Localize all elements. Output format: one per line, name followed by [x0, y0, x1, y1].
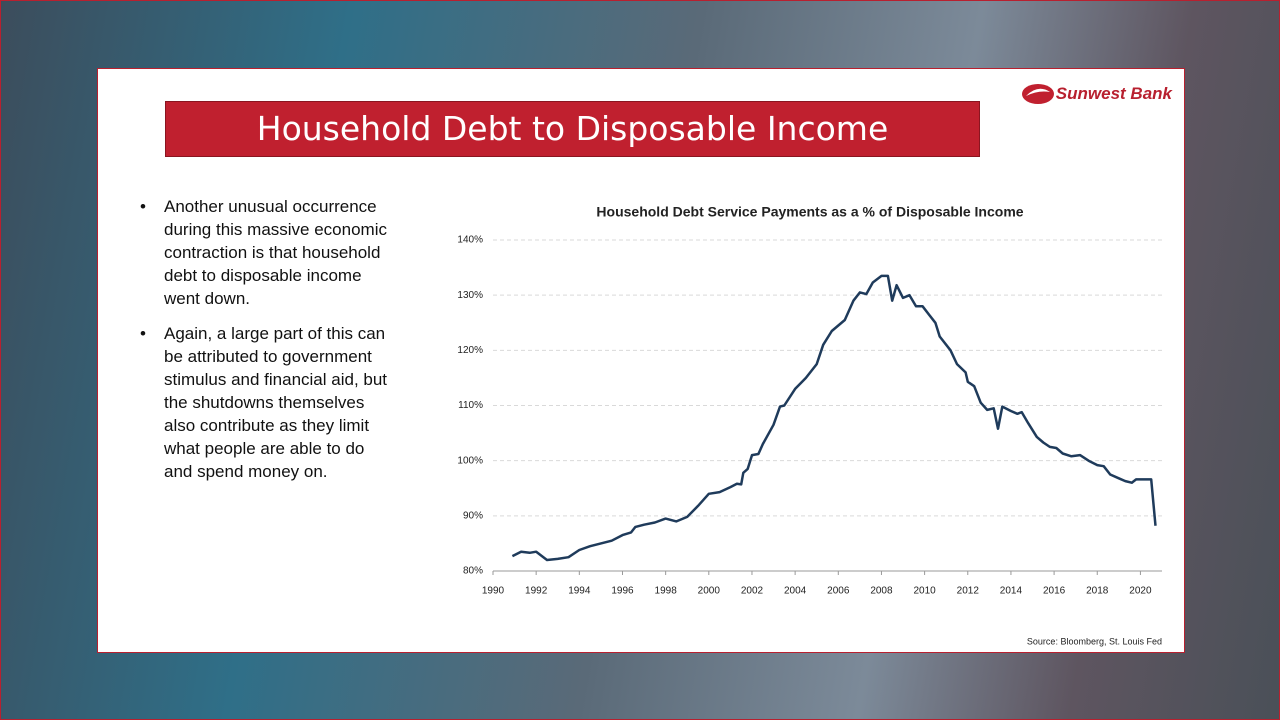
source-note: Source: Bloomberg, St. Louis Fed: [1027, 636, 1162, 646]
bullet-list: Another unusual occurrence during this m…: [138, 195, 388, 495]
chart: Household Debt Service Payments as a % o…: [457, 204, 1162, 646]
data-line: [511, 274, 1157, 562]
x-tick-label: 1990: [482, 586, 505, 597]
x-tick-label: 2016: [1043, 586, 1066, 597]
logo-text: Sunwest Bank: [1055, 84, 1172, 103]
chart-title: Household Debt Service Payments as a % o…: [596, 204, 1023, 220]
logo: Sunwest Bank: [1020, 81, 1172, 107]
x-tick-label: 2006: [827, 586, 850, 597]
x-tick-label: 2008: [870, 586, 893, 597]
logo-icon: [1021, 84, 1054, 104]
y-tick-label: 110%: [458, 400, 483, 411]
y-tick-label: 130%: [457, 290, 483, 301]
y-tick-label: 90%: [463, 510, 483, 521]
x-tick-label: 1994: [568, 586, 591, 597]
x-tick-label: 2020: [1129, 586, 1152, 597]
y-tick-label: 120%: [457, 345, 483, 356]
y-tick-label: 140%: [457, 235, 483, 246]
y-tick-label: 100%: [457, 455, 483, 466]
bullet: Again, a large part of this can be attri…: [138, 322, 388, 483]
x-tick-label: 2014: [1000, 586, 1023, 597]
x-tick-label: 1992: [525, 586, 548, 597]
x-tick-label: 2000: [698, 586, 721, 597]
y-tick-label: 80%: [463, 566, 483, 577]
bullet: Another unusual occurrence during this m…: [138, 195, 388, 310]
x-tick-label: 2002: [741, 586, 764, 597]
slide: Household Debt to Disposable Income Sunw…: [97, 68, 1185, 653]
x-tick-label: 2012: [957, 586, 980, 597]
x-tick-label: 1998: [655, 586, 678, 597]
x-tick-label: 1996: [611, 586, 634, 597]
x-tick-label: 2010: [913, 586, 936, 597]
x-tick-label: 2004: [784, 586, 807, 597]
slide-title: Household Debt to Disposable Income: [165, 101, 980, 157]
x-tick-label: 2018: [1086, 586, 1109, 597]
